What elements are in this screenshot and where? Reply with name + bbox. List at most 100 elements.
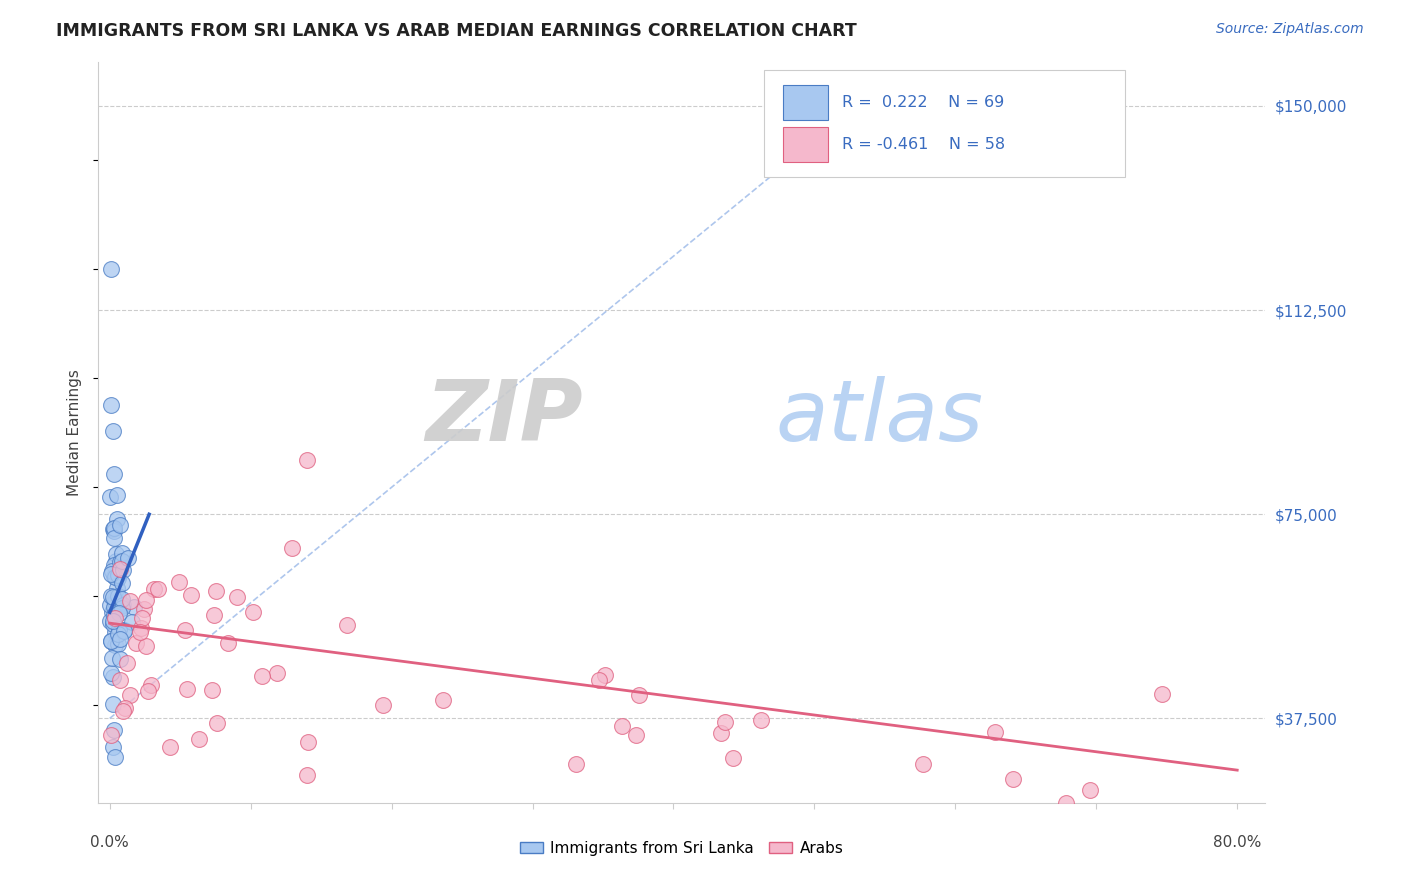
Point: [204, 607, 226, 622]
Point: [101, 697, 124, 711]
Point: [749, 713, 772, 727]
Point: [111, 599, 134, 613]
Point: [107, 627, 129, 641]
Point: [143, 582, 166, 596]
Point: [110, 546, 132, 560]
Point: [225, 591, 247, 605]
Point: [108, 606, 131, 620]
Point: [105, 511, 128, 525]
Point: [103, 670, 125, 684]
Point: [111, 704, 134, 718]
Point: [111, 555, 134, 569]
Bar: [783, 127, 828, 162]
Point: [121, 615, 143, 630]
Point: [295, 453, 318, 467]
Point: [100, 728, 122, 742]
Point: [912, 757, 935, 772]
Point: [628, 689, 651, 703]
Point: [103, 600, 125, 615]
Point: [122, 599, 145, 614]
Point: [103, 569, 125, 583]
Point: [187, 731, 209, 746]
Point: [101, 650, 124, 665]
Point: [103, 521, 125, 535]
Point: [101, 590, 124, 604]
Point: [297, 768, 319, 782]
Text: atlas: atlas: [775, 376, 983, 459]
Point: [336, 617, 359, 632]
Point: [105, 488, 128, 502]
Point: [103, 723, 125, 737]
Point: [105, 594, 128, 608]
Point: [104, 547, 127, 561]
Point: [100, 490, 122, 504]
Point: [104, 599, 127, 613]
Point: [107, 636, 129, 650]
Point: [111, 591, 134, 606]
Point: [101, 522, 124, 536]
Point: [101, 614, 124, 628]
Point: [100, 589, 122, 603]
Point: [595, 667, 617, 681]
Point: [107, 571, 129, 585]
Point: [101, 425, 124, 439]
Point: [103, 524, 125, 539]
Point: [148, 582, 170, 596]
Point: [135, 640, 157, 654]
Y-axis label: Median Earnings: Median Earnings: [67, 369, 83, 496]
Point: [710, 726, 733, 740]
Point: [108, 598, 131, 612]
Point: [1054, 796, 1077, 810]
Point: [111, 554, 134, 568]
Point: [132, 601, 155, 615]
Point: [136, 684, 159, 698]
Point: [112, 563, 135, 577]
Point: [101, 605, 124, 619]
Point: [107, 581, 129, 595]
Point: [120, 594, 142, 608]
Point: [217, 636, 239, 650]
Point: [125, 636, 148, 650]
Point: [167, 575, 190, 590]
Point: [173, 623, 195, 637]
Point: [159, 739, 181, 754]
Point: [101, 616, 124, 631]
Point: [721, 750, 744, 764]
Point: [103, 607, 125, 622]
Point: [108, 555, 131, 569]
Point: [115, 656, 138, 670]
Point: [104, 638, 127, 652]
Text: 0.0%: 0.0%: [90, 836, 129, 850]
Point: [373, 698, 395, 713]
Point: [612, 718, 634, 732]
Point: [108, 517, 131, 532]
Point: [141, 678, 163, 692]
Point: [266, 665, 288, 680]
Point: [100, 398, 122, 412]
Text: 80.0%: 80.0%: [1213, 836, 1261, 850]
Point: [131, 611, 153, 625]
Point: [112, 623, 135, 637]
Point: [104, 554, 127, 568]
Point: [100, 634, 122, 648]
Text: R = -0.461    N = 58: R = -0.461 N = 58: [842, 137, 1005, 153]
FancyBboxPatch shape: [763, 70, 1125, 178]
Point: [714, 715, 737, 730]
Point: [108, 623, 131, 637]
Point: [107, 589, 129, 603]
Point: [111, 598, 134, 612]
Point: [176, 682, 198, 697]
Point: [101, 564, 124, 578]
Point: [984, 724, 1007, 739]
Bar: [783, 85, 828, 120]
Point: [1078, 783, 1101, 797]
Point: [100, 633, 122, 648]
Point: [201, 682, 224, 697]
Point: [103, 531, 125, 545]
Point: [1002, 772, 1025, 786]
Point: [432, 693, 454, 707]
Point: [103, 570, 125, 584]
Point: [565, 757, 588, 772]
Point: [128, 625, 150, 640]
Point: [104, 595, 127, 609]
